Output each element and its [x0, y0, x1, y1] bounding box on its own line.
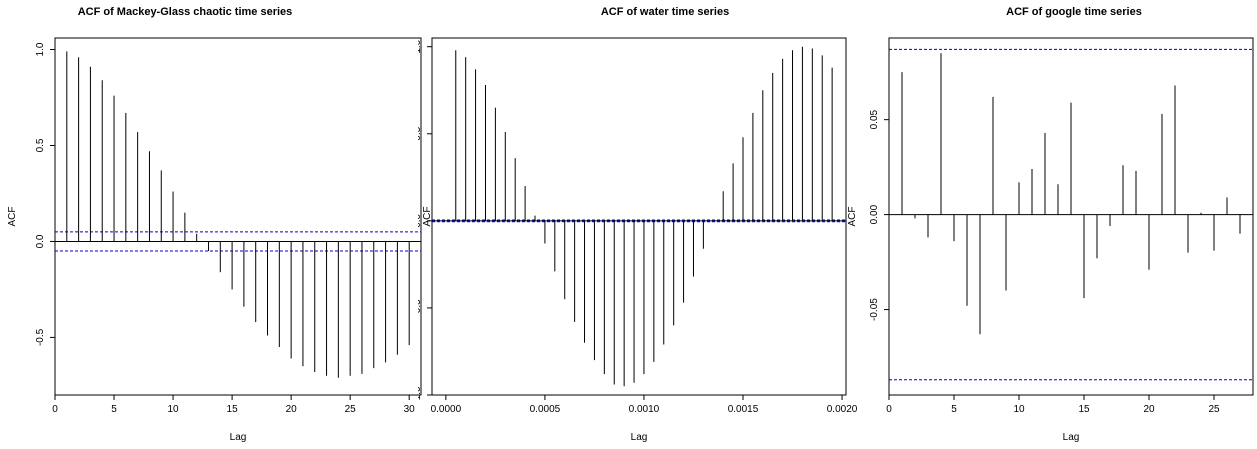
y-tick-label: -0.05 [869, 298, 880, 321]
x-tick-label: 25 [1208, 404, 1220, 415]
x-tick-label: 0.0000 [431, 404, 462, 415]
chart-title: ACF of water time series [601, 6, 729, 18]
x-axis-label: Lag [631, 432, 648, 443]
y-tick-label: 0.00 [869, 204, 880, 224]
y-axis-label: ACF [7, 207, 18, 227]
x-tick-label: 30 [404, 404, 416, 415]
x-tick-label: 20 [286, 404, 298, 415]
x-tick-label: 0.0005 [530, 404, 561, 415]
y-tick-label: -0.5 [418, 299, 423, 317]
x-tick-label: 15 [1078, 404, 1090, 415]
y-axis-label: ACF [422, 207, 433, 227]
chart-title: ACF of Mackey-Glass chaotic time series [78, 6, 293, 18]
chart-title: ACF of google time series [1006, 6, 1142, 18]
x-tick-label: 0.0020 [827, 404, 858, 415]
acf-chart-mackey-glass: ACF of Mackey-Glass chaotic time series 0… [7, 6, 422, 443]
plot-frame [431, 37, 847, 396]
x-tick-label: 0 [52, 404, 58, 415]
x-tick-label: 5 [111, 404, 117, 415]
y-tick-label: 1.0 [35, 42, 46, 56]
x-axis-label: Lag [230, 432, 247, 443]
x-axis-label: Lag [1063, 432, 1080, 443]
acf-chart-google: ACF of google time series 0 5 10 15 20 25 -0.05… [847, 6, 1254, 443]
acf-panel-google: ACF of google time series 0 5 10 15 20 25 -0.05… [843, 0, 1257, 449]
y-tick-label: 0.0 [35, 234, 46, 248]
x-tick-label: 20 [1143, 404, 1155, 415]
x-tick-label: 0.0015 [728, 404, 759, 415]
y-tick-label: 0.5 [418, 126, 423, 140]
y-tick-label: -1.0 [418, 386, 423, 404]
y-axis-label: ACF [847, 207, 858, 227]
plot-frame [888, 37, 1254, 396]
y-tick-label: 0.0 [418, 213, 423, 227]
x-tick-label: 10 [1013, 404, 1025, 415]
y-tick-label: 0.5 [35, 138, 46, 152]
x-tick-label: 15 [227, 404, 239, 415]
x-tick-label: 0 [886, 404, 892, 415]
y-tick-label: 0.05 [869, 109, 880, 129]
plot-frame [54, 37, 422, 396]
x-tick-label: 25 [345, 404, 357, 415]
x-tick-label: 5 [951, 404, 957, 415]
x-tick-label: 0.0010 [629, 404, 660, 415]
acf-panel-water: ACF of water time series 0.0000 0.0005 0.00… [418, 0, 858, 449]
acf-panel-mackey-glass: ACF of Mackey-Glass chaotic time series 0… [0, 0, 425, 449]
y-tick-label: 1.0 [418, 39, 423, 53]
x-tick-label: 10 [168, 404, 180, 415]
y-tick-label: -0.5 [35, 328, 46, 346]
